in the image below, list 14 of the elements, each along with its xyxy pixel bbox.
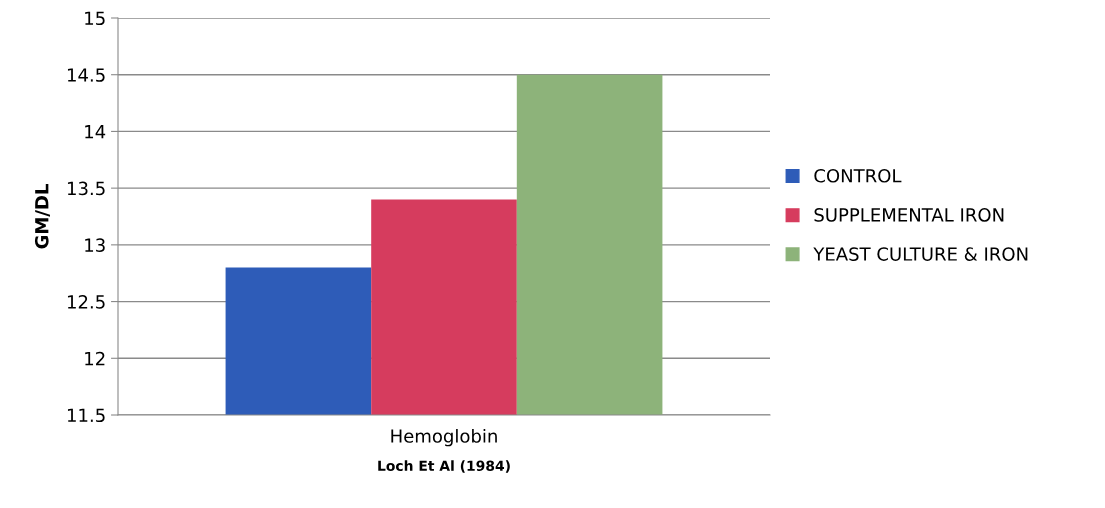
y-tick-label: 11.5 [67,408,105,423]
x-tick-label: Hemoglobin [391,428,497,447]
y-tick-label: 13 [85,238,105,252]
y-tick-label: 14.5 [67,68,105,82]
y-tick-label: 15 [85,11,105,26]
y-tick-label: 14 [85,125,106,139]
legend-label: YEAST CULTURE & IRON [813,247,1028,261]
y-tick-label: 12.5 [67,295,105,309]
y-axis-title: GM/DL [34,184,51,249]
x-axis-title: Loch Et Al (1984) [378,460,510,473]
legend-label: CONTROL [814,168,902,183]
legend-label: SUPPLEMENTAL IRON [814,208,1004,222]
y-tick-label: 13.5 [67,181,105,196]
y-tick-label: 12 [85,351,105,366]
